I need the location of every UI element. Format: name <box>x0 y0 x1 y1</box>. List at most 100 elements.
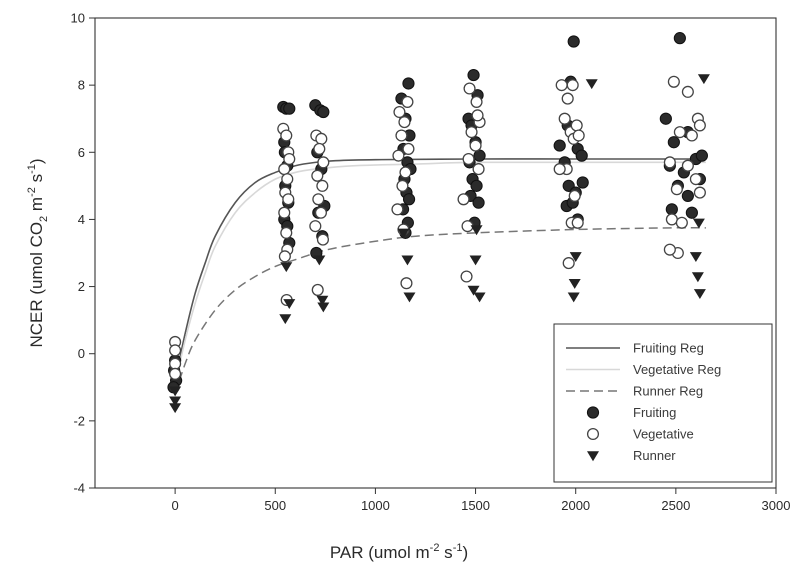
runner-point <box>569 252 582 263</box>
fruiting-point <box>317 105 330 119</box>
vegetative-point <box>169 367 182 380</box>
legend: Fruiting Reg Vegetative Reg Runner Reg Frui… <box>553 323 773 483</box>
vegetative-point <box>399 166 412 179</box>
vegetative-point <box>670 183 683 196</box>
fruiting-point <box>473 149 486 162</box>
fruiting-point <box>695 149 708 162</box>
vegetative-point <box>402 142 415 155</box>
x-tick-label: 2000 <box>561 498 590 513</box>
runner-point <box>403 292 416 303</box>
x-tick-label: 3000 <box>762 498 791 513</box>
runner-point <box>469 255 482 266</box>
vegetative-point <box>392 149 405 162</box>
legend-label: Fruiting Reg <box>633 341 704 356</box>
fruiting-point <box>283 102 296 115</box>
vegetative-point <box>663 243 676 256</box>
fruiting-point <box>659 112 672 125</box>
vegetative-point <box>281 173 294 186</box>
runner-reg-curve <box>174 226 706 395</box>
vegetative-point <box>316 179 329 192</box>
fruiting-point <box>567 35 580 48</box>
runner-point <box>585 79 598 90</box>
vegetative-point <box>470 95 483 108</box>
vegetative-point <box>169 344 182 357</box>
vegetative-point <box>463 82 476 95</box>
plot-frame <box>94 17 777 489</box>
vegetative-reg-curve <box>174 161 706 385</box>
y-tick-label: -2 <box>73 413 85 428</box>
plot-axes <box>94 17 777 489</box>
vegetative-point <box>280 226 293 239</box>
vegetative-point <box>312 193 325 206</box>
fruiting-point <box>467 68 480 82</box>
fruiting-point <box>681 189 694 203</box>
vegetative-point <box>462 152 475 166</box>
legend-label: Runner <box>633 448 676 463</box>
runner-point <box>279 314 292 325</box>
vegetative-point <box>283 152 296 166</box>
vegetative-point <box>681 85 694 98</box>
x-axis-title: PAR (umol m-2 s-1) <box>330 542 468 562</box>
y-tick-label: 6 <box>78 145 85 160</box>
vegetative-point <box>665 213 678 226</box>
vegetative-point <box>562 257 575 270</box>
vegetative-point <box>685 129 698 142</box>
runner-point <box>693 289 706 299</box>
vegetative-point <box>561 92 574 105</box>
y-tick-label: 4 <box>78 212 85 227</box>
vegetative-point <box>311 283 324 296</box>
data-markers <box>167 32 710 414</box>
vegetative-point <box>681 159 694 172</box>
y-axis-title: NCER (umol CO2 m-2 s-1) <box>26 158 50 347</box>
fruiting-point <box>576 176 589 189</box>
y-tick-label: 8 <box>78 78 85 93</box>
runner-point <box>280 262 293 273</box>
vegetative-point <box>280 129 293 142</box>
fruiting-point <box>575 149 588 162</box>
vegetative-point <box>693 119 706 132</box>
runner-point <box>470 225 483 236</box>
runner-point <box>401 255 414 266</box>
vegetative-point <box>309 220 322 233</box>
vegetative-point <box>566 79 579 92</box>
legend-label: Vegetative Reg <box>633 362 721 377</box>
runner-point <box>568 279 581 289</box>
fruiting-point <box>402 193 416 206</box>
vegetative-point <box>689 173 702 186</box>
fruiting-point <box>673 32 686 45</box>
vegetative-point <box>572 129 585 142</box>
fruiting-point <box>665 203 678 216</box>
runner-point <box>317 302 330 313</box>
fruiting-point <box>472 196 485 209</box>
legend-label: Fruiting <box>633 405 676 420</box>
runner-point <box>313 255 326 266</box>
vegetative-point <box>558 112 571 125</box>
vegetative-point <box>400 277 413 290</box>
vegetative-point <box>313 142 326 155</box>
x-tick-label: 1000 <box>361 498 390 513</box>
vegetative-point <box>471 109 484 122</box>
legend-label: Runner Reg <box>633 384 703 399</box>
runner-point <box>467 285 480 296</box>
y-tick-label: 10 <box>71 11 85 26</box>
vegetative-point <box>465 126 478 139</box>
runner-point <box>316 295 329 306</box>
vegetative-point <box>673 126 686 139</box>
fruiting-point <box>667 136 680 149</box>
vegetative-point <box>278 250 291 263</box>
x-tick-label: 1500 <box>461 498 490 513</box>
regression-curves <box>174 158 706 395</box>
runner-point <box>691 272 704 283</box>
vegetative-point <box>317 156 330 169</box>
vegetative-point <box>675 216 688 229</box>
legend-swatch <box>587 451 599 462</box>
vegetative-point <box>282 193 295 206</box>
runner-point <box>169 396 182 407</box>
vegetative-point <box>391 203 404 216</box>
fruiting-reg-curve <box>174 158 706 381</box>
y-tick-label: 0 <box>78 346 85 361</box>
vegetative-point <box>570 119 583 132</box>
runner-point <box>397 228 410 239</box>
runner-point <box>473 292 486 303</box>
